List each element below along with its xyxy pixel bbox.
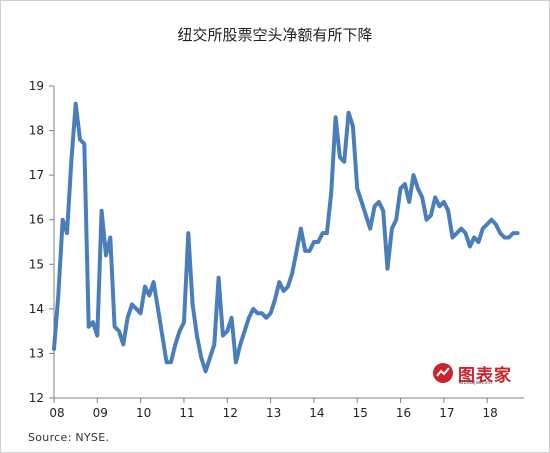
y-tick-label: 16 — [29, 213, 44, 227]
x-tick-labels: 08 09 10 11 12 13 14 15 16 17 18 — [49, 406, 497, 420]
x-tick-label: 17 — [439, 406, 454, 420]
y-tick-label: 12 — [29, 391, 44, 405]
x-tick-label: 08 — [49, 406, 64, 420]
x-tick-label: 10 — [136, 406, 151, 420]
y-tick-label: 15 — [29, 257, 44, 271]
x-tick-label: 11 — [179, 406, 194, 420]
logo-subtitle: Tubiaojia.com — [458, 380, 493, 386]
y-tick-label: 14 — [29, 302, 44, 316]
x-tick-label: 15 — [353, 406, 368, 420]
chart-title: 纽交所股票空头净额有所下降 — [177, 26, 373, 44]
logo-name: 图表家 — [458, 366, 512, 386]
x-tick-label: 18 — [483, 406, 498, 420]
y-tick-label: 18 — [29, 124, 44, 138]
x-tick-label: 13 — [266, 406, 281, 420]
chart-logo-icon — [433, 363, 453, 383]
x-tick-label: 16 — [396, 406, 411, 420]
y-tick-label: 17 — [29, 168, 44, 182]
y-tick-label: 13 — [29, 346, 44, 360]
y-tick-label: 19 — [29, 79, 44, 93]
source-note: Source: NYSE. — [28, 431, 110, 444]
x-tick-label: 12 — [223, 406, 238, 420]
x-tick-label: 09 — [93, 406, 108, 420]
chart-axes — [49, 85, 524, 403]
x-tick-label: 14 — [309, 406, 324, 420]
y-tick-labels: 12 13 14 15 16 17 18 19 — [29, 79, 44, 405]
series-group — [52, 101, 520, 374]
series-line — [52, 101, 520, 374]
watermark-logo: 图表家 Tubiaojia.com — [432, 362, 532, 388]
